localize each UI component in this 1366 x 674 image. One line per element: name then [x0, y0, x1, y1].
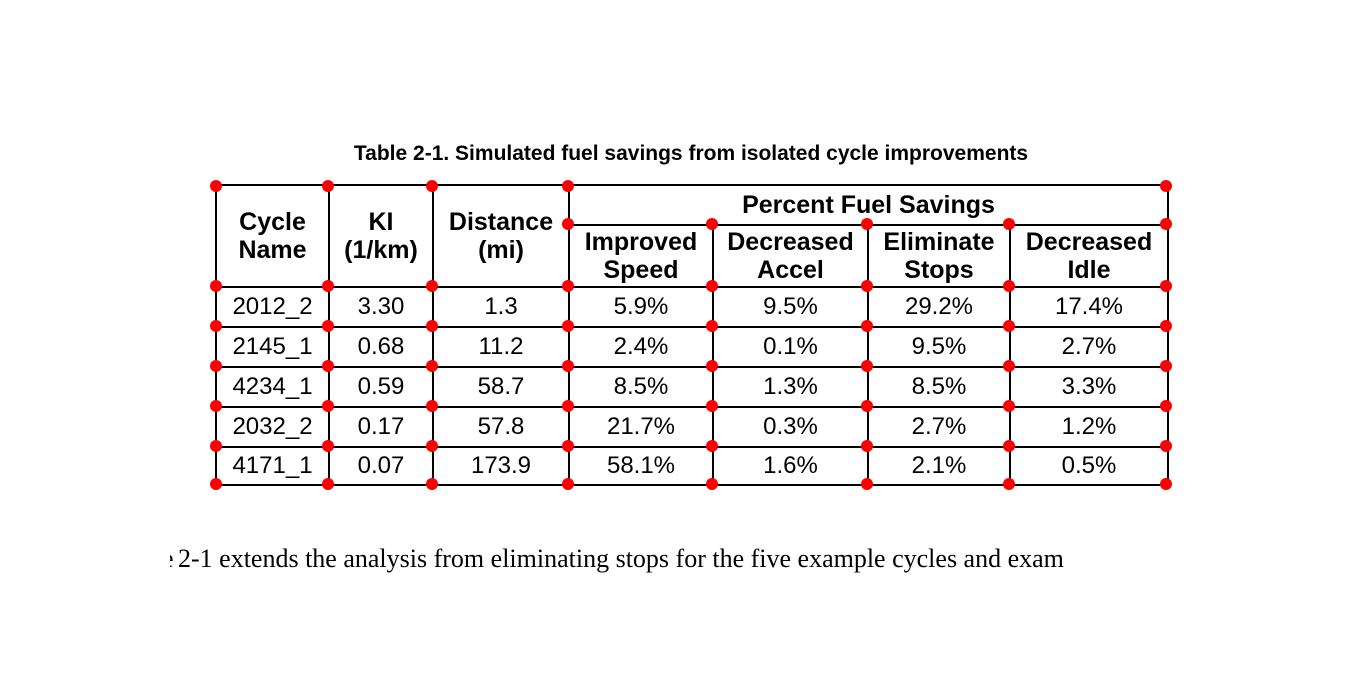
cell-decreased-accel: 1.3% [712, 366, 869, 408]
cell-ki: 3.30 [328, 286, 434, 328]
cell-ki: 0.17 [328, 406, 434, 448]
cell-distance: 11.2 [432, 326, 570, 368]
cell-eliminate-stops: 2.7% [867, 406, 1011, 448]
header-row-sub: Improved Speed Decreased Accel Eliminate… [216, 224, 1169, 288]
cell-cycle-name: 4234_1 [215, 366, 330, 408]
body-text: 2-1 extends the analysis from eliminatin… [178, 544, 1064, 573]
table-row: 2032_2 0.17 57.8 21.7% 0.3% 2.7% 1.2% [215, 406, 1169, 448]
body-text-line: e 2-1 extends the analysis from eliminat… [170, 542, 1064, 576]
cell-distance: 173.9 [432, 446, 570, 486]
table-row: 2145_1 0.68 11.2 2.4% 0.1% 9.5% 2.7% [215, 326, 1169, 368]
col-header-improved-speed: Improved Speed [568, 224, 714, 288]
header-row-group: Cycle Name KI (1/km) Distance (mi) Perce… [215, 184, 1169, 288]
table-row: 4171_1 0.07 173.9 58.1% 1.6% 2.1% 0.5% [215, 446, 1169, 486]
cell-decreased-idle: 17.4% [1009, 286, 1169, 328]
col-header-decreased-idle: Decreased Idle [1009, 224, 1169, 288]
col-header-cycle-name: Cycle Name [215, 184, 330, 288]
cell-ki: 0.07 [328, 446, 434, 486]
cell-improved-speed: 58.1% [568, 446, 714, 486]
cell-eliminate-stops: 9.5% [867, 326, 1011, 368]
cell-cycle-name: 2012_2 [215, 286, 330, 328]
cell-eliminate-stops: 2.1% [867, 446, 1011, 486]
cell-improved-speed: 5.9% [568, 286, 714, 328]
cell-decreased-accel: 0.3% [712, 406, 869, 448]
table-row: 4234_1 0.59 58.7 8.5% 1.3% 8.5% 3.3% [215, 366, 1169, 408]
cell-distance: 1.3 [432, 286, 570, 328]
cell-eliminate-stops: 8.5% [867, 366, 1011, 408]
cell-ki: 0.59 [328, 366, 434, 408]
clipped-word-fragment: e [170, 542, 175, 576]
cell-decreased-accel: 0.1% [712, 326, 869, 368]
cell-improved-speed: 8.5% [568, 366, 714, 408]
col-header-eliminate-stops: Eliminate Stops [867, 224, 1011, 288]
table-caption: Table 2-1. Simulated fuel savings from i… [353, 142, 1029, 165]
col-header-percent-fuel-savings: Percent Fuel Savings [568, 184, 1169, 226]
cell-decreased-accel: 1.6% [712, 446, 869, 486]
table-row: 2012_2 3.30 1.3 5.9% 9.5% 29.2% 17.4% [215, 286, 1169, 328]
col-header-distance: Distance (mi) [432, 184, 570, 288]
cell-improved-speed: 2.4% [568, 326, 714, 368]
fuel-savings-table: Cycle Name KI (1/km) Distance (mi) Perce… [215, 184, 1169, 486]
cell-decreased-idle: 0.5% [1009, 446, 1169, 486]
cell-distance: 58.7 [432, 366, 570, 408]
cell-ki: 0.68 [328, 326, 434, 368]
col-header-ki: KI (1/km) [328, 184, 434, 288]
cell-distance: 57.8 [432, 406, 570, 448]
col-header-decreased-accel: Decreased Accel [712, 224, 869, 288]
cell-decreased-idle: 3.3% [1009, 366, 1169, 408]
cell-decreased-idle: 1.2% [1009, 406, 1169, 448]
cell-eliminate-stops: 29.2% [867, 286, 1011, 328]
cell-decreased-idle: 2.7% [1009, 326, 1169, 368]
cell-decreased-accel: 9.5% [712, 286, 869, 328]
cell-improved-speed: 21.7% [568, 406, 714, 448]
cell-cycle-name: 4171_1 [215, 446, 330, 486]
cell-cycle-name: 2032_2 [215, 406, 330, 448]
cell-cycle-name: 2145_1 [215, 326, 330, 368]
table-container: Cycle Name KI (1/km) Distance (mi) Perce… [215, 184, 1169, 486]
